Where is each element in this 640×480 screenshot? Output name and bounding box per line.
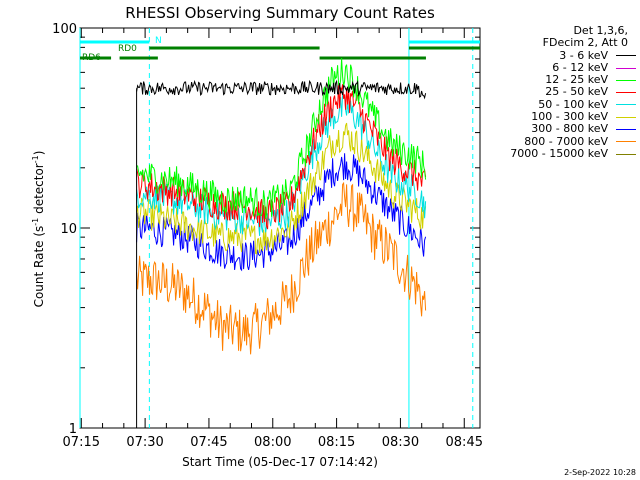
x-tick-label: 08:00 [254,435,291,450]
legend-item: 25 - 50 keV [478,86,636,98]
date-stamp: 2-Sep-2022 10:28 [564,468,636,477]
legend-swatch [616,129,636,131]
legend: Det 1,3,6, FDecim 2, Att 0 3 - 6 keV 6 - … [478,24,636,161]
legend-item: 800 - 7000 keV [478,134,636,148]
legend-header-line1: Det 1,3,6, [573,24,628,37]
chart-marks: 1 10 100 07:15 07:30 07:45 08:00 08:15 08:30 08:4… [52,22,483,450]
state-bar-label: RD6 [82,53,101,63]
x-tick-label: 08:45 [446,435,483,450]
chart-title: RHESSI Observing Summary Count Rates [125,4,435,22]
y-tick-label: 1 [69,422,77,437]
series-line [136,94,427,236]
legend-header-line2: FDecim 2, Att 0 [542,36,628,50]
x-tick-label: 07:30 [126,435,163,450]
series-line [136,58,427,220]
y-tick-label: 10 [60,222,77,237]
series-line [136,122,427,255]
x-tick-label: 08:30 [382,435,419,450]
legend-label: 50 - 100 keV [538,97,608,111]
legend-item: 100 - 300 keV [478,110,636,124]
series-line [136,181,427,355]
legend-label: 12 - 25 keV [545,73,608,87]
legend-item: 6 - 12 keV [478,60,636,74]
legend-swatch [616,67,636,69]
y-axis-label-main: Count Rate (s [32,226,46,308]
series-line [136,79,427,100]
legend-label: 25 - 50 keV [545,85,608,99]
legend-swatch [616,92,636,94]
y-axis-label-mid: detector [32,163,46,218]
y-axis-label-end: ) [32,151,46,156]
y-axis-label-sup1: -1 [31,218,40,226]
x-tick-label: 07:15 [63,435,100,450]
legend-label: 100 - 300 keV [531,110,608,124]
x-tick-label: 07:45 [190,435,227,450]
legend-swatch [616,116,636,118]
legend-swatch [616,79,636,81]
state-bar-label: N [155,36,162,46]
legend-swatch [616,55,636,57]
legend-item: 7000 - 15000 keV [478,146,636,160]
legend-label: 7000 - 15000 keV [510,146,608,160]
legend-swatch [616,104,636,106]
x-tick-label: 08:15 [318,435,355,450]
y-tick-label: 100 [52,22,77,37]
y-axis-label: Count Rate (s-1 detector-1) [31,151,46,308]
state-bar-label: RD0 [118,44,137,54]
legend-rows: 3 - 6 keV 6 - 12 keV 12 - 25 keV 25 - 50 ke… [478,48,636,161]
legend-item: 3 - 6 keV [478,48,636,62]
legend-label: 800 - 7000 keV [524,134,608,148]
legend-swatch [616,153,636,155]
legend-label: 300 - 800 keV [531,122,608,136]
x-axis-label: Start Time (05-Dec-17 07:14:42) [182,455,378,469]
legend-item: 50 - 100 keV [478,97,636,111]
legend-label: 3 - 6 keV [559,48,608,62]
legend-item: 300 - 800 keV [478,123,636,135]
y-axis-label-sup2: -1 [31,155,40,163]
legend-label: 6 - 12 keV [552,60,608,74]
legend-item: 12 - 25 keV [478,73,636,87]
legend-swatch [616,141,636,143]
